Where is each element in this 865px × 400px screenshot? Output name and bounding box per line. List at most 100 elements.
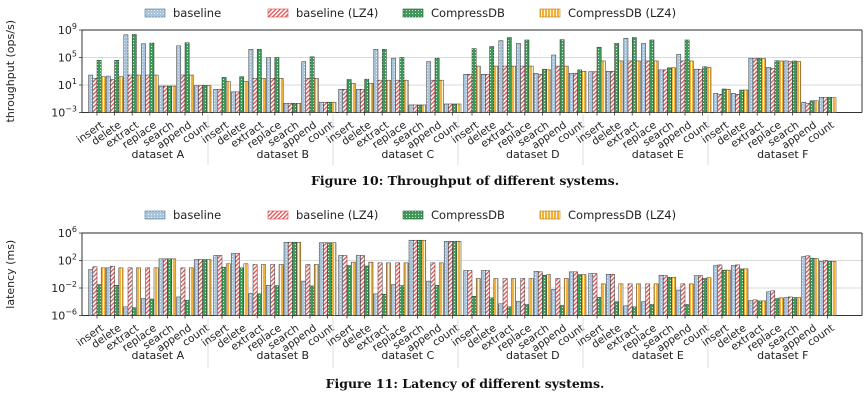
bar-baseline — [266, 285, 271, 316]
bar-compressdb-lz4 — [688, 60, 694, 113]
bar-baseline-lz4 — [145, 267, 151, 316]
group-label: dataset D — [506, 349, 560, 362]
bar-baseline-lz4 — [698, 68, 703, 113]
bar-compressdb — [792, 297, 797, 316]
bar-baseline — [408, 104, 414, 113]
legend-item-baseline-lz4: baseline (LZ4) — [267, 208, 378, 222]
y-axis-label: latency (ms) — [4, 240, 17, 309]
y-tick-label: 101 — [58, 77, 77, 92]
bar-compressdb-lz4 — [403, 79, 409, 113]
bar-compressdb — [114, 285, 120, 316]
bar-baseline — [338, 255, 344, 316]
group-label: dataset E — [632, 349, 684, 362]
bar-baseline — [551, 54, 557, 113]
bar-baseline-lz4 — [735, 94, 740, 113]
bar-compressdb-lz4 — [296, 103, 302, 113]
bar-baseline — [801, 101, 807, 113]
bar-compressdb-lz4 — [475, 278, 481, 316]
bar-baseline-lz4 — [680, 60, 686, 113]
bar-compressdb-lz4 — [188, 74, 194, 113]
bar-compressdb — [399, 57, 405, 113]
bar-baseline — [193, 85, 199, 113]
bar-baseline — [105, 267, 111, 316]
bar-compressdb — [202, 259, 208, 316]
bar-baseline — [766, 67, 771, 113]
bar-baseline — [158, 258, 164, 316]
bar-compressdb — [489, 46, 495, 113]
bar-compressdb — [774, 298, 780, 316]
y-tick-label: 106 — [58, 225, 77, 240]
bar-baseline-lz4 — [430, 262, 436, 316]
bar-compressdb — [577, 274, 583, 316]
bar-compressdb — [221, 266, 227, 316]
bar-compressdb — [149, 298, 155, 316]
bar-compressdb-lz4 — [546, 69, 552, 113]
bar-compressdb-lz4 — [278, 264, 284, 316]
bar-compressdb-lz4 — [313, 264, 319, 316]
bar-compressdb — [667, 276, 672, 316]
bar-compressdb — [756, 300, 762, 316]
bar-compressdb-lz4 — [188, 267, 194, 316]
bar-baseline-lz4 — [573, 73, 578, 113]
bar-baseline — [373, 293, 379, 316]
bar-baseline-lz4 — [430, 79, 436, 113]
y-axis-label: throughput (ops/s) — [4, 20, 17, 122]
bar-compressdb — [702, 278, 708, 316]
bar-baseline-lz4 — [270, 264, 276, 316]
bar-compressdb-lz4 — [778, 60, 784, 113]
bar-compressdb — [364, 78, 370, 113]
bar-baseline — [123, 306, 129, 316]
bar-baseline-lz4 — [360, 89, 365, 113]
bar-compressdb — [274, 57, 280, 113]
bar-baseline — [355, 255, 361, 316]
bar-baseline — [141, 298, 146, 316]
bar-compressdb-lz4 — [563, 278, 569, 316]
bar-compressdb — [756, 57, 762, 113]
bar-baseline-lz4 — [342, 255, 348, 316]
bar-compressdb — [131, 307, 137, 316]
bar-baseline-lz4 — [235, 91, 240, 113]
bar-baseline-lz4 — [698, 275, 703, 316]
bar-baseline-lz4 — [287, 241, 293, 316]
bar-compressdb — [667, 67, 672, 113]
bar-baseline-lz4 — [448, 241, 453, 316]
bar-compressdb-lz4 — [618, 60, 624, 113]
bar-baseline — [748, 57, 754, 113]
bar-baseline-lz4 — [680, 283, 686, 316]
bar-baseline-lz4 — [735, 264, 740, 316]
bar-compressdb-lz4 — [778, 297, 784, 316]
bar-baseline-lz4 — [162, 258, 168, 316]
bar-baseline — [426, 61, 432, 113]
bar-baseline — [818, 260, 824, 316]
bar-baseline — [480, 270, 486, 316]
bar-baseline — [141, 43, 146, 113]
bar-compressdb-lz4 — [831, 97, 837, 113]
legend-item-compressdb-lz4: CompressDB (LZ4) — [539, 6, 676, 20]
bar-baseline-lz4 — [342, 89, 348, 113]
bar-baseline-lz4 — [520, 278, 526, 316]
bar-compressdb — [792, 60, 797, 113]
bar-baseline — [801, 256, 807, 316]
bar-compressdb-lz4 — [225, 81, 231, 113]
bar-compressdb — [239, 76, 245, 113]
bar-compressdb — [702, 66, 708, 113]
bar-compressdb — [381, 293, 387, 316]
bar-baseline-lz4 — [770, 68, 776, 113]
bar-baseline — [676, 289, 682, 316]
legend-item-compressdb-lz4: CompressDB (LZ4) — [539, 208, 676, 222]
bar-compressdb — [149, 42, 155, 113]
latency-chart: baseline baseline (LZ4) CompressDB Compress… — [4, 208, 863, 368]
bar-compressdb — [256, 293, 262, 316]
bar-compressdb — [96, 60, 102, 113]
bar-baseline — [105, 75, 111, 113]
legend-swatch — [539, 8, 561, 18]
bar-compressdb-lz4 — [706, 277, 712, 316]
bar-baseline — [588, 273, 594, 316]
legend-label: CompressDB (LZ4) — [568, 6, 676, 20]
bar-baseline — [283, 103, 289, 113]
bar-compressdb-lz4 — [725, 89, 731, 113]
bar-baseline-lz4 — [323, 101, 328, 113]
bar-baseline-lz4 — [252, 78, 258, 113]
bar-compressdb — [827, 96, 833, 113]
group-label: dataset F — [757, 349, 808, 362]
